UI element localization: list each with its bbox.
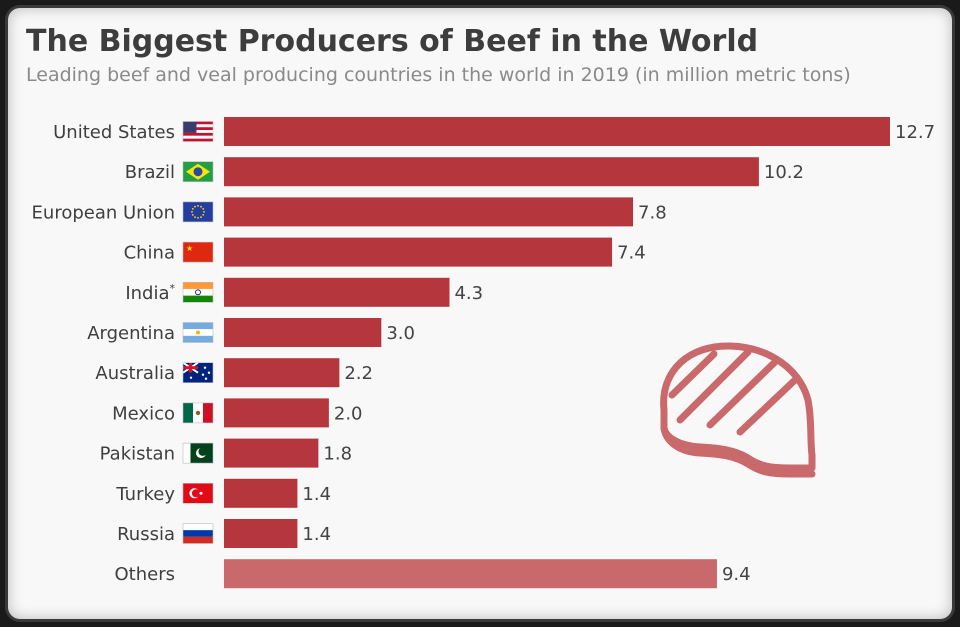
flag-argentina-icon [182,322,214,343]
value-label-turkey: 1.4 [302,484,331,505]
category-label-others: Others [115,564,176,585]
category-label-pakistan: Pakistan [100,444,175,465]
value-label-united-states: 12.7 [895,122,935,143]
steak-icon [660,342,816,478]
category-label-argentina: Argentina [87,323,175,344]
category-label-australia: Australia [95,363,175,384]
value-label-european-union: 7.8 [638,202,667,223]
value-label-russia: 1.4 [302,524,331,545]
flag-china-icon: ★ [182,241,214,263]
flag-australia-icon [182,361,214,384]
value-label-australia: 2.2 [344,363,373,384]
value-label-argentina: 3.0 [386,323,415,344]
category-label-russia: Russia [117,524,175,545]
bar-european-union [224,197,634,227]
category-label-india: India* [125,282,175,304]
category-label-mexico: Mexico [112,403,175,424]
bar-turkey [224,478,298,508]
bar-others [224,559,717,589]
bar-australia [224,358,340,388]
value-label-china: 7.4 [617,243,646,264]
flag-us-icon [182,121,214,142]
flag-mexico-icon [182,402,214,424]
bar-brazil [224,157,759,187]
category-label-turkey: Turkey [115,484,175,505]
bar-mexico [224,398,329,428]
bar-pakistan [224,438,319,468]
category-label-china: China [124,243,175,264]
flag-russia-icon [182,523,214,544]
value-label-mexico: 2.0 [334,403,363,424]
chart-title: The Biggest Producers of Beef in the Wor… [26,24,759,59]
flag-turkey-icon [182,482,214,504]
value-label-brazil: 10.2 [764,162,804,183]
category-label-united-states: United States [53,122,175,143]
bar-russia [224,519,298,548]
value-label-pakistan: 1.8 [323,444,352,465]
svg-text:★: ★ [186,244,193,253]
flag-pakistan-icon [182,442,214,464]
value-label-india: 4.3 [454,283,483,304]
flag-eu-icon [182,201,214,223]
value-label-others: 9.4 [722,564,751,585]
category-label-brazil: Brazil [125,162,175,183]
chart-card: The Biggest Producers of Beef in the Wor… [8,8,952,619]
category-label-european-union: European Union [32,202,175,223]
bar-united-states [224,117,890,146]
bar-china [224,237,613,267]
flag-india-icon [182,281,214,303]
chart-subtitle: Leading beef and veal producing countrie… [26,64,851,86]
bar-india [224,277,450,307]
bar-argentina [224,318,382,347]
flag-brazil-icon [182,161,214,182]
